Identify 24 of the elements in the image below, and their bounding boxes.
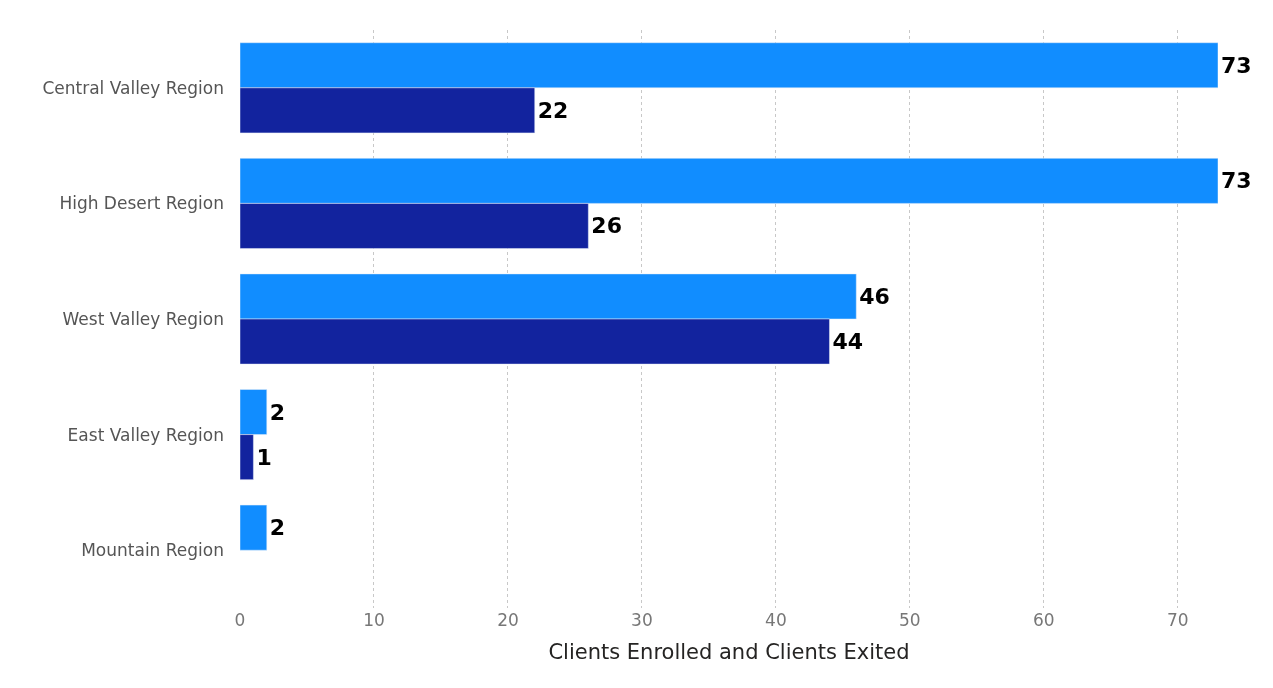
data-label: 2 xyxy=(269,515,286,541)
data-label: 1 xyxy=(256,444,272,470)
x-tick-label: 30 xyxy=(631,610,653,630)
x-tick-label: 10 xyxy=(363,610,385,630)
data-label: 2 xyxy=(269,399,286,425)
y-tick-label: West Valley Region xyxy=(62,308,224,329)
x-tick-label: 70 xyxy=(1166,610,1189,630)
y-tick-label: East Valley Region xyxy=(67,424,224,445)
x-tick-label: 0 xyxy=(234,610,246,630)
bar xyxy=(240,504,268,551)
x-tick-label: 50 xyxy=(899,610,921,630)
data-label: 26 xyxy=(591,213,622,239)
y-tick-label: High Desert Region xyxy=(59,193,224,214)
data-label: 22 xyxy=(537,97,569,123)
y-tick-label: Mountain Region xyxy=(81,540,224,561)
x-tick-label: 20 xyxy=(497,610,519,630)
data-label: 46 xyxy=(859,283,890,309)
data-label: 73 xyxy=(1221,168,1252,194)
x-axis-title: Clients Enrolled and Clients Exited xyxy=(548,640,910,665)
data-label: 73 xyxy=(1221,52,1252,78)
x-tick-label: 60 xyxy=(1033,610,1055,630)
y-tick-label: Central Valley Region xyxy=(42,77,224,98)
x-tick-label: 40 xyxy=(765,610,787,630)
data-label: 44 xyxy=(832,329,864,355)
